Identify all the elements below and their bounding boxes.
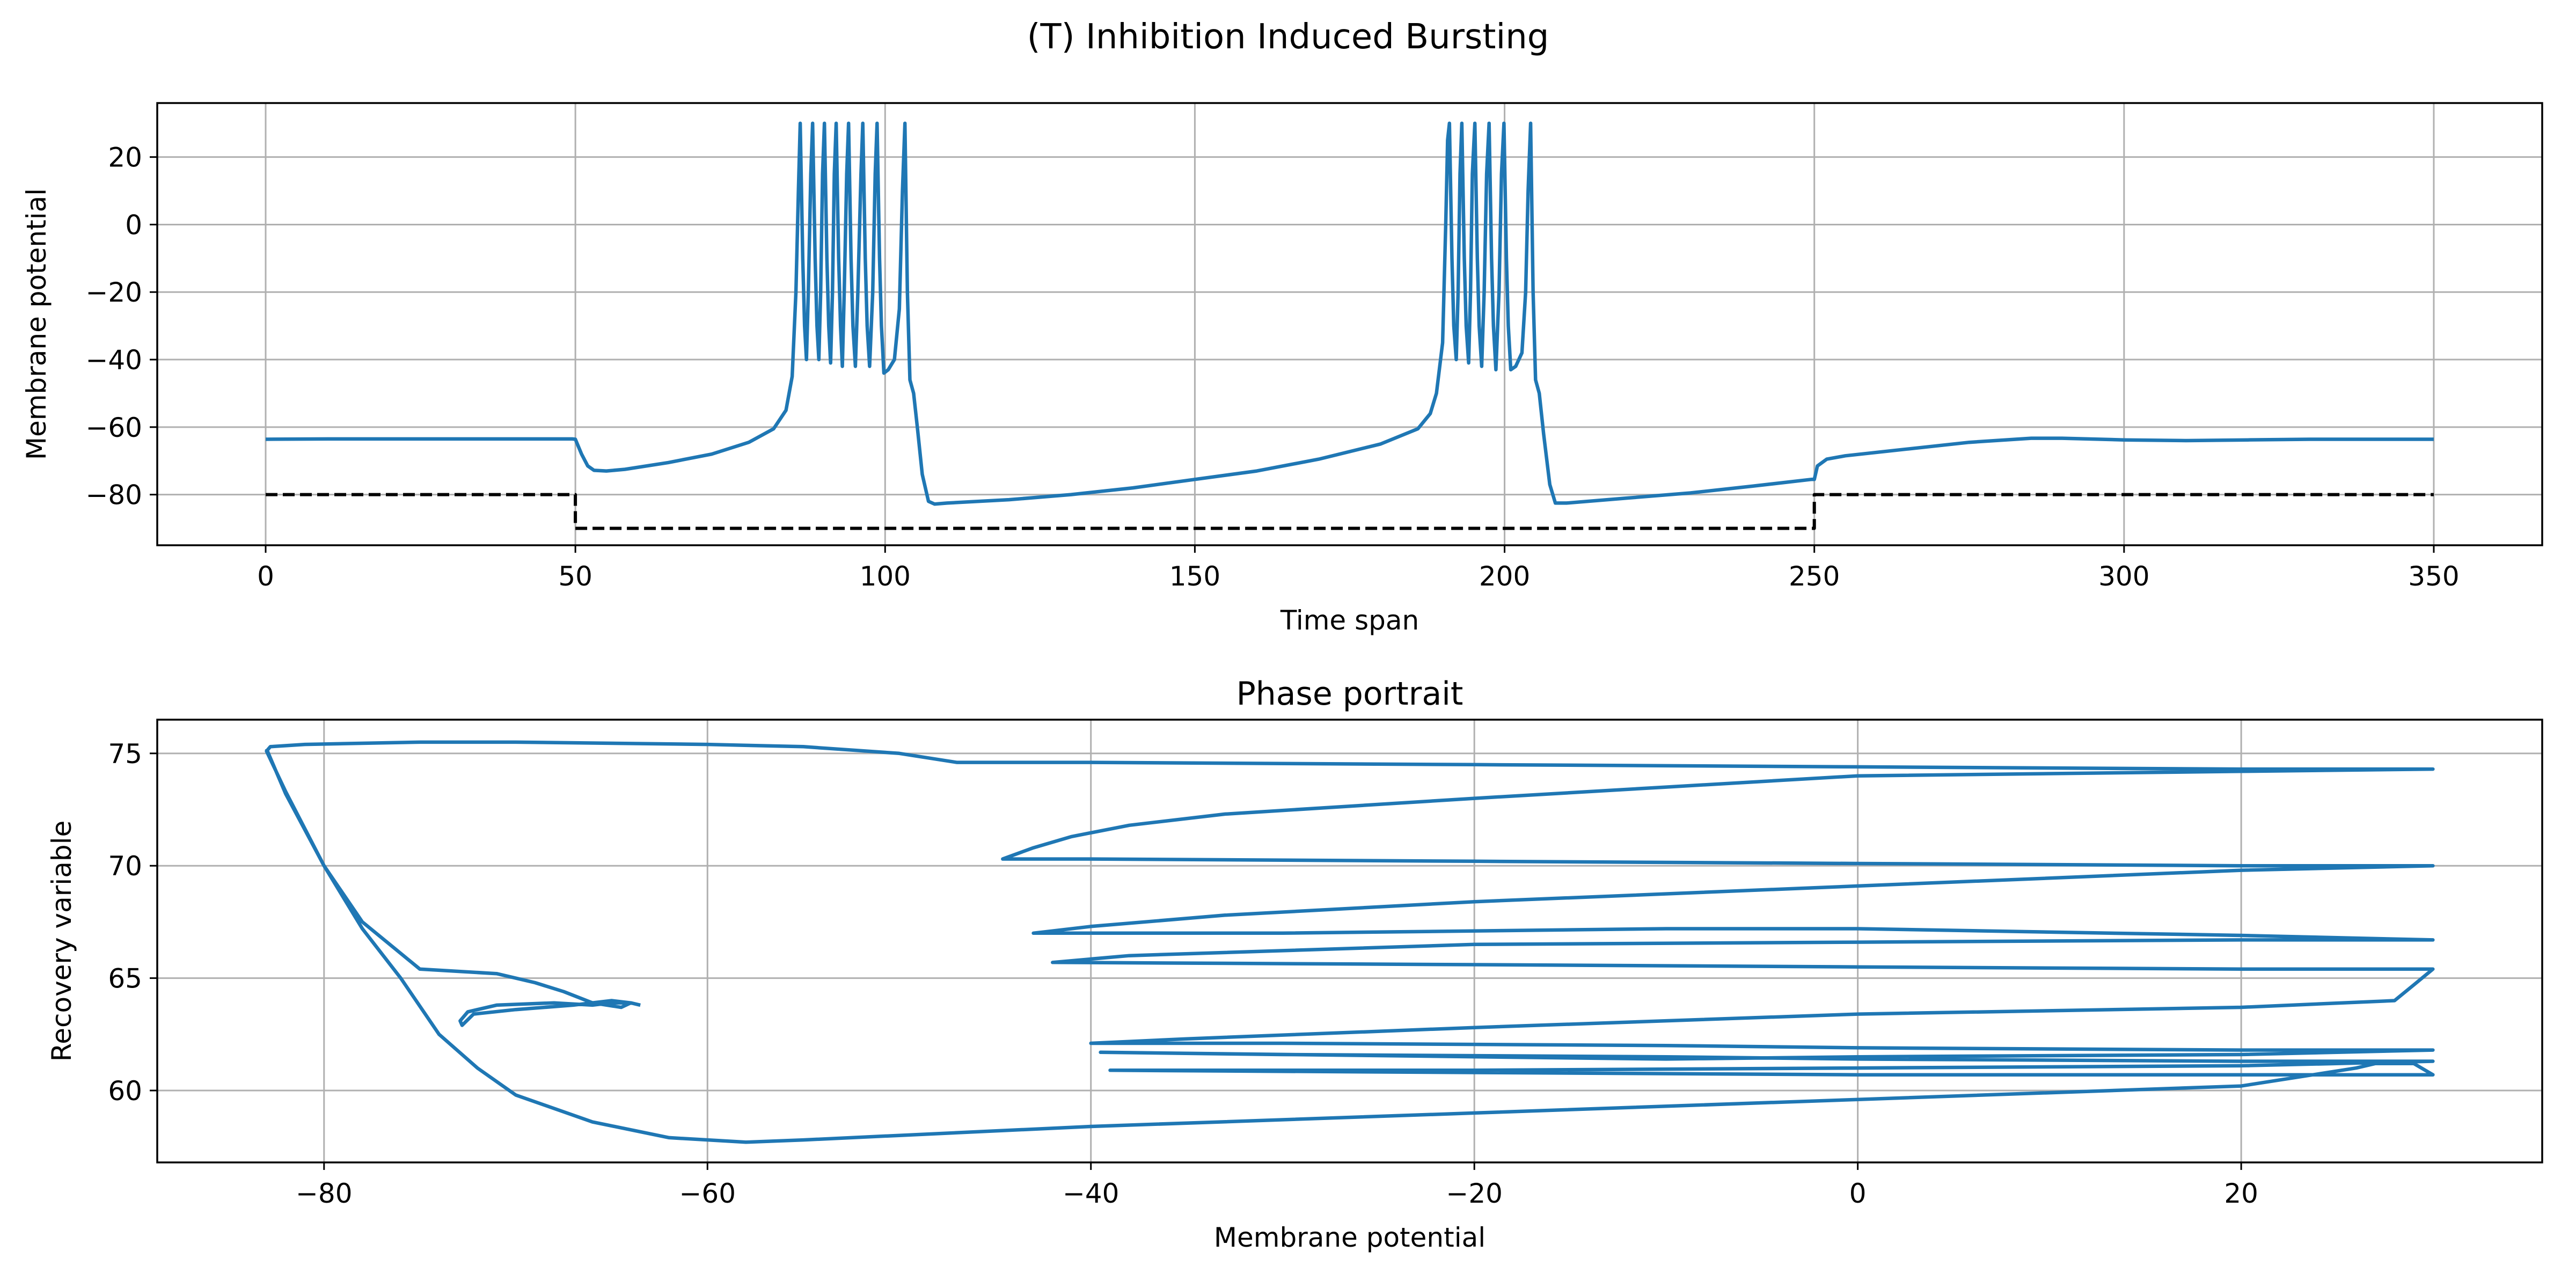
x-tick-label: 50 [558, 561, 592, 592]
y-tick-label: 20 [108, 142, 142, 173]
x-tick-label: 200 [1479, 561, 1530, 592]
axes-frame [156, 719, 2543, 1163]
phase-portrait-plot: −80 −60 −40 −20 0 20 60 65 70 75 Membrane potentia… [46, 675, 2543, 1253]
figure-suptitle: (T) Inhibition Induced Bursting [1027, 17, 1549, 57]
y-tick-label: −20 [85, 277, 142, 308]
x-tick-label: 20 [2224, 1178, 2258, 1209]
axes-frame [156, 102, 2543, 546]
y-tick-label: 75 [108, 738, 142, 770]
subplot-title: Phase portrait [1236, 675, 1463, 713]
x-tick-label: 250 [1789, 561, 1840, 592]
y-tick-label: 65 [108, 963, 142, 994]
x-tick-label: 150 [1169, 561, 1220, 592]
y-tick-label: 70 [108, 851, 142, 882]
x-tick-label: −40 [1063, 1178, 1119, 1209]
y-tick-label: 0 [125, 209, 142, 240]
y-tick-label: −40 [85, 345, 142, 376]
membrane-trace-line [265, 740, 2435, 1144]
x-tick-label: −60 [679, 1178, 736, 1209]
x-tick-label: 300 [2098, 561, 2149, 592]
x-tick-label: −80 [296, 1178, 353, 1209]
x-axis-label: Membrane potential [1214, 1222, 1485, 1253]
x-tick-label: 0 [1849, 1178, 1867, 1209]
y-tick-label: 60 [108, 1075, 142, 1107]
y-axis-label: Recovery variable [46, 821, 77, 1062]
membrane-trace-line [265, 121, 2434, 506]
x-tick-label: 350 [2408, 561, 2459, 592]
x-tick-label: −20 [1446, 1178, 1503, 1209]
x-tick-label: 0 [257, 561, 274, 592]
membrane-potential-plot: 0 50 100 150 200 250 300 350 −80 −60 −40 −20 0 20 Time… [21, 102, 2543, 636]
x-tick-label: 100 [860, 561, 911, 592]
input-current-line [266, 493, 2434, 530]
y-axis-label: Membrane potential [21, 188, 52, 460]
y-tick-label: −80 [85, 480, 142, 511]
y-tick-label: −60 [85, 412, 142, 443]
x-axis-label: Time span [1280, 605, 1419, 636]
